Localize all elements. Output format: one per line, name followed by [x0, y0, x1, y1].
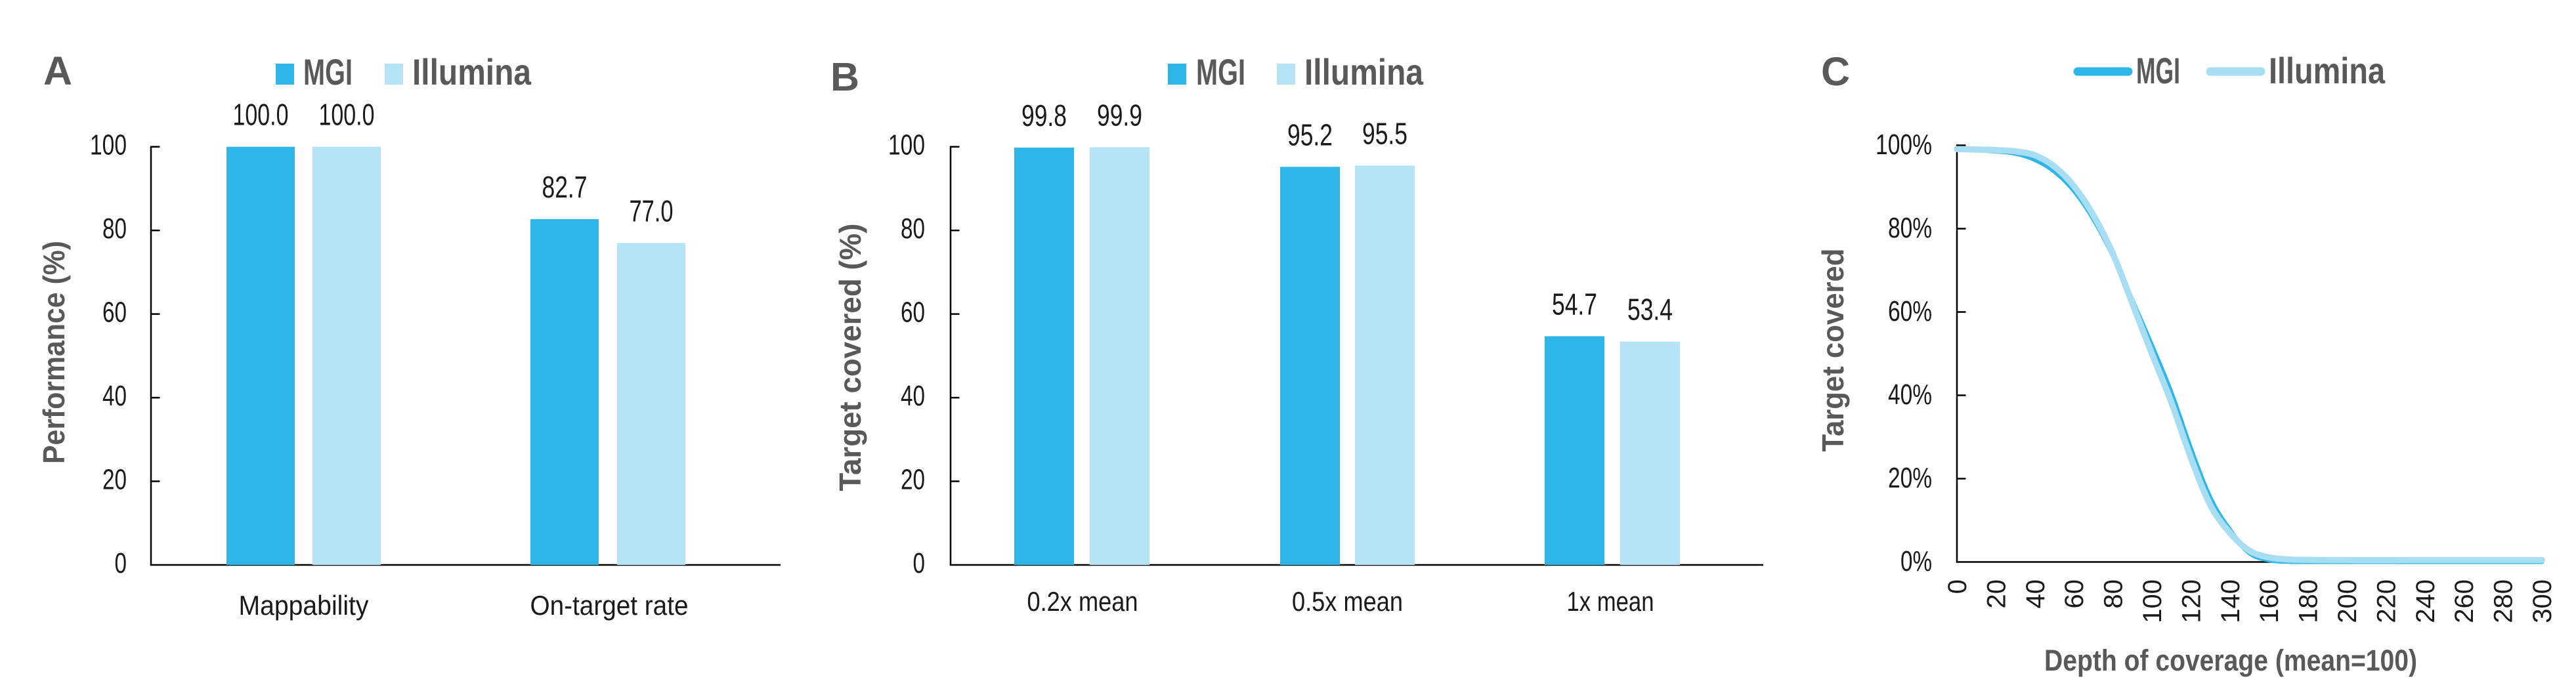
svg-text:0%: 0%	[1900, 545, 1932, 577]
svg-text:180: 180	[2294, 579, 2323, 623]
svg-text:80%: 80%	[1888, 212, 1932, 244]
svg-text:20%: 20%	[1888, 462, 1932, 494]
svg-text:Depth of coverage (mean=100): Depth of coverage (mean=100)	[2044, 644, 2417, 677]
svg-text:80: 80	[2099, 579, 2128, 609]
svg-text:140: 140	[2216, 579, 2245, 623]
svg-text:300: 300	[2528, 579, 2557, 623]
svg-text:Performance (%): Performance (%)	[37, 241, 71, 464]
svg-text:0.2x mean: 0.2x mean	[1027, 586, 1138, 617]
svg-text:Illumina: Illumina	[2269, 50, 2386, 91]
svg-text:53.4: 53.4	[1627, 293, 1673, 327]
svg-text:100: 100	[90, 129, 127, 161]
svg-text:40: 40	[2021, 579, 2050, 609]
svg-text:40%: 40%	[1888, 379, 1932, 411]
svg-text:0: 0	[913, 547, 926, 579]
svg-text:Target covered (%): Target covered (%)	[833, 224, 867, 491]
svg-text:280: 280	[2489, 579, 2518, 623]
svg-text:240: 240	[2411, 579, 2440, 623]
svg-text:20: 20	[901, 464, 925, 496]
svg-text:Illumina: Illumina	[1304, 51, 1424, 93]
svg-text:120: 120	[2177, 579, 2206, 623]
svg-text:100.0: 100.0	[233, 98, 289, 132]
svg-text:80: 80	[901, 213, 925, 245]
svg-text:100: 100	[888, 129, 925, 161]
svg-text:220: 220	[2372, 579, 2401, 623]
svg-text:80: 80	[102, 213, 127, 245]
svg-text:77.0: 77.0	[630, 194, 674, 228]
svg-text:260: 260	[2450, 579, 2479, 623]
svg-text:0: 0	[1943, 579, 1972, 594]
svg-text:82.7: 82.7	[542, 170, 588, 204]
svg-text:B: B	[830, 54, 859, 99]
svg-text:20: 20	[1982, 579, 2011, 609]
svg-text:95.5: 95.5	[1362, 116, 1407, 150]
svg-text:100.0: 100.0	[319, 98, 375, 132]
svg-text:0.5x mean: 0.5x mean	[1292, 586, 1403, 617]
svg-text:60%: 60%	[1888, 295, 1932, 327]
svg-text:A: A	[43, 49, 72, 93]
svg-text:54.7: 54.7	[1552, 287, 1597, 321]
svg-text:Illumina: Illumina	[412, 51, 532, 93]
svg-text:MGI: MGI	[2136, 50, 2180, 91]
svg-text:MGI: MGI	[303, 51, 353, 93]
svg-text:100: 100	[2138, 579, 2167, 623]
svg-text:1x mean: 1x mean	[1567, 586, 1654, 617]
svg-text:20: 20	[102, 464, 127, 496]
svg-text:MGI: MGI	[1196, 51, 1245, 93]
svg-text:On-target rate: On-target rate	[530, 590, 689, 621]
svg-text:60: 60	[901, 297, 925, 329]
svg-text:40: 40	[901, 380, 925, 412]
svg-text:Mappability: Mappability	[239, 590, 369, 621]
svg-text:200: 200	[2333, 579, 2362, 623]
svg-text:99.9: 99.9	[1097, 98, 1142, 132]
svg-text:95.2: 95.2	[1287, 117, 1333, 152]
svg-text:60: 60	[102, 297, 127, 329]
svg-text:40: 40	[102, 380, 127, 412]
svg-text:100%: 100%	[1876, 129, 1932, 161]
svg-text:0: 0	[115, 547, 127, 579]
svg-text:160: 160	[2255, 579, 2284, 623]
svg-text:Target covered: Target covered	[1816, 249, 1850, 452]
svg-text:C: C	[1821, 49, 1850, 94]
svg-text:99.8: 99.8	[1021, 98, 1067, 133]
svg-text:60: 60	[2060, 579, 2089, 609]
